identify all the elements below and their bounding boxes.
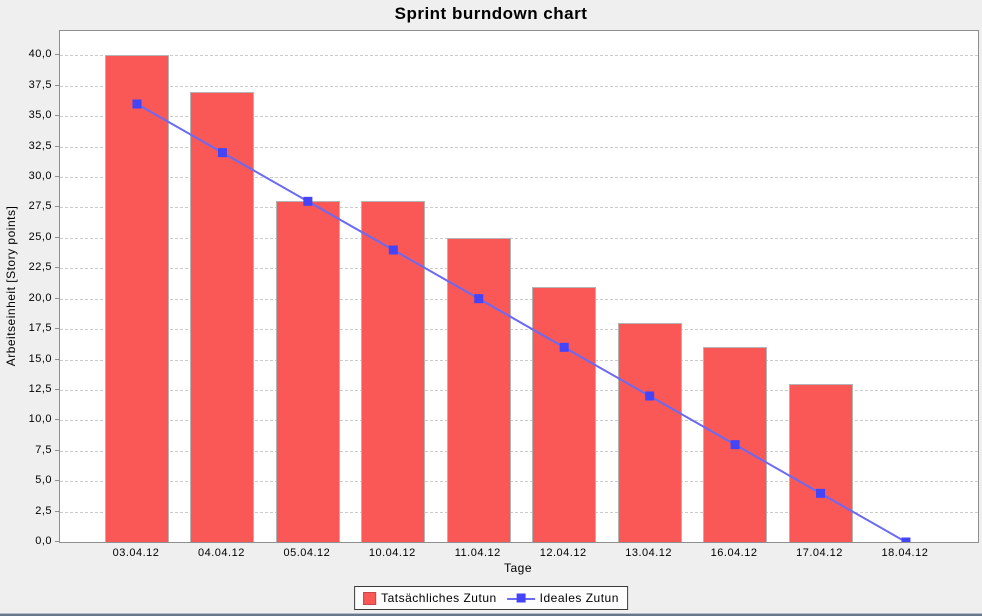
y-axis-tick-mark <box>55 115 60 117</box>
y-axis-tick-label: 25,0 <box>28 230 52 243</box>
x-axis-tick-label: 18.04.12 <box>881 547 929 559</box>
y-axis-tick-mark <box>55 206 60 208</box>
y-axis-tick-label: 32,5 <box>28 139 52 152</box>
legend: Tatsächliches Zutun Ideales Zutun <box>354 586 628 610</box>
gridline <box>60 359 978 361</box>
legend-item-ideal: Ideales Zutun <box>506 591 619 605</box>
y-axis-tick-label: 27,5 <box>28 200 52 213</box>
gridline <box>60 146 978 148</box>
ideal-marker <box>132 99 142 109</box>
y-axis-tick-label: 40,0 <box>28 48 52 61</box>
ideal-marker <box>559 342 569 352</box>
chart-title: Sprint burndown chart <box>394 4 588 23</box>
actual-bar <box>788 383 853 542</box>
ideal-marker <box>730 440 740 450</box>
x-axis-tick-label: 10.04.12 <box>368 547 416 559</box>
x-axis-tick-label: 03.04.12 <box>112 547 160 559</box>
y-axis-tick-label: 5,0 <box>35 474 52 487</box>
y-axis-tick-mark <box>55 358 60 360</box>
ideal-marker <box>474 294 484 304</box>
ideal-marker <box>303 196 313 206</box>
y-axis-tick-mark <box>55 236 60 238</box>
x-axis-tick-label: 13.04.12 <box>625 547 673 559</box>
x-axis-tick-label: 05.04.12 <box>283 547 331 559</box>
y-axis-tick-label: 12,5 <box>28 382 52 395</box>
x-axis-tick-label: 17.04.12 <box>796 547 843 559</box>
y-axis-tick-label: 35,0 <box>28 109 52 122</box>
x-axis-tick-label: 11.04.12 <box>454 547 501 559</box>
plot-area <box>59 30 979 543</box>
y-axis-tick-mark <box>55 54 60 56</box>
y-axis-tick-label: 37,5 <box>28 78 52 91</box>
actual-bar <box>105 55 169 542</box>
x-axis-tick-label: 04.04.12 <box>198 547 245 559</box>
y-axis-tick-mark <box>55 541 60 542</box>
gridline <box>60 55 978 57</box>
y-axis-tick-label: 22,5 <box>28 261 52 274</box>
gridline <box>60 177 978 178</box>
y-axis-tick-mark <box>55 297 60 299</box>
y-axis-tick-label: 20,0 <box>28 291 52 304</box>
x-axis-title: Tage <box>503 561 533 575</box>
y-axis-title: Arbeitseinheit [Story points] <box>4 205 18 367</box>
ideal-line-layer <box>132 99 911 542</box>
gridline <box>60 450 978 452</box>
actual-bar <box>275 201 340 542</box>
y-axis-tick-mark <box>55 176 60 177</box>
legend-label-actual: Tatsächliches Zutun <box>381 591 497 605</box>
x-axis-tick-label: 16.04.12 <box>710 547 758 559</box>
ideal-marker <box>901 537 911 542</box>
y-axis-tick-mark <box>55 388 60 390</box>
actual-bar <box>446 237 511 542</box>
gridline <box>60 420 978 422</box>
gridline <box>60 237 978 239</box>
y-axis-tick-label: 30,0 <box>28 170 52 182</box>
y-axis-tick-mark <box>55 328 60 330</box>
ideal-marker <box>816 488 826 498</box>
window-bottom-edge <box>0 613 982 616</box>
ideal-marker <box>388 245 398 255</box>
gridline <box>60 389 978 391</box>
gridline <box>60 298 978 300</box>
ideal-marker <box>645 391 655 401</box>
y-axis-tick-label: 0,0 <box>35 535 52 547</box>
actual-bar <box>532 286 597 542</box>
actual-bar <box>190 91 255 542</box>
gridline <box>60 329 978 331</box>
y-axis-tick-mark <box>55 449 60 451</box>
y-axis-tick-label: 10,0 <box>28 413 52 426</box>
actual-series-swatch-icon <box>363 591 377 605</box>
legend-item-actual: Tatsächliches Zutun <box>363 591 497 605</box>
y-axis-tick-mark <box>55 419 60 421</box>
y-axis-tick-label: 17,5 <box>28 322 52 335</box>
gridline <box>60 481 978 483</box>
gridline <box>60 116 978 118</box>
y-axis-tick-mark <box>55 145 60 147</box>
y-axis-tick-label: 15,0 <box>28 352 52 365</box>
y-axis-tick-mark <box>55 84 60 86</box>
x-axis-tick-label: 12.04.12 <box>539 547 587 559</box>
gridline <box>60 268 978 270</box>
y-axis-tick-label: 7,5 <box>35 443 52 456</box>
y-axis-tick-mark <box>55 480 60 482</box>
y-axis-tick-mark <box>55 267 60 269</box>
actual-bar <box>361 201 426 542</box>
gridline <box>60 511 978 513</box>
legend-label-ideal: Ideales Zutun <box>539 591 619 605</box>
gridline <box>60 85 978 87</box>
y-axis-tick-label: 2,5 <box>35 504 52 517</box>
gridline <box>60 207 978 209</box>
ideal-series-swatch-icon <box>506 593 535 604</box>
ideal-line <box>136 103 907 542</box>
ideal-marker <box>217 148 227 158</box>
y-axis-tick-mark <box>55 510 60 512</box>
actual-bar <box>617 323 682 542</box>
